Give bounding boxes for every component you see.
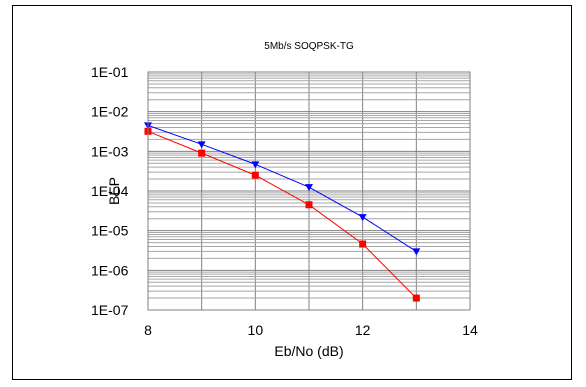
series-line xyxy=(147,124,417,252)
chart-title: 5Mb/s SOQPSK-TG xyxy=(264,41,354,52)
y-tick-label: 1E-02 xyxy=(91,104,129,120)
data-point xyxy=(305,201,313,209)
y-tick-label: 1E-03 xyxy=(91,143,129,159)
x-tick-label: 10 xyxy=(248,322,264,338)
y-tick-label: 1E-07 xyxy=(91,302,129,318)
y-tick-label: 1E-05 xyxy=(91,223,129,239)
y-tick-label: 1E-04 xyxy=(91,183,129,199)
x-axis-label: Eb/No (dB) xyxy=(274,343,343,359)
data-point xyxy=(197,141,206,149)
series-line xyxy=(147,130,417,299)
data-point xyxy=(251,171,259,179)
x-tick-label: 12 xyxy=(355,322,371,338)
data-point xyxy=(412,248,421,256)
chart-svg: 1E-01 1E-02 1E-03 1E-04 1E-05 1E-06 1E-07 8 10 12… xyxy=(91,41,478,359)
tick-labels: 1E-01 1E-02 1E-03 1E-04 1E-05 1E-06 1E-07 8 10 12… xyxy=(91,64,478,338)
y-tick-label: 1E-06 xyxy=(91,262,129,278)
data-point xyxy=(198,149,206,157)
chart-frame: 1E-01 1E-02 1E-03 1E-04 1E-05 1E-06 1E-07 8 10 12… xyxy=(12,5,572,380)
grid xyxy=(148,72,470,310)
data-point xyxy=(359,240,367,248)
y-tick-label: 1E-01 xyxy=(91,64,129,80)
plot-border xyxy=(147,71,471,311)
data-point xyxy=(412,294,420,302)
x-tick-label: 14 xyxy=(462,322,478,338)
x-tick-label: 8 xyxy=(144,322,152,338)
y-axis-label: BEP xyxy=(106,177,122,205)
series-1 xyxy=(144,122,421,256)
data-point xyxy=(251,161,260,169)
data-point xyxy=(305,184,313,192)
data-point xyxy=(358,214,367,222)
